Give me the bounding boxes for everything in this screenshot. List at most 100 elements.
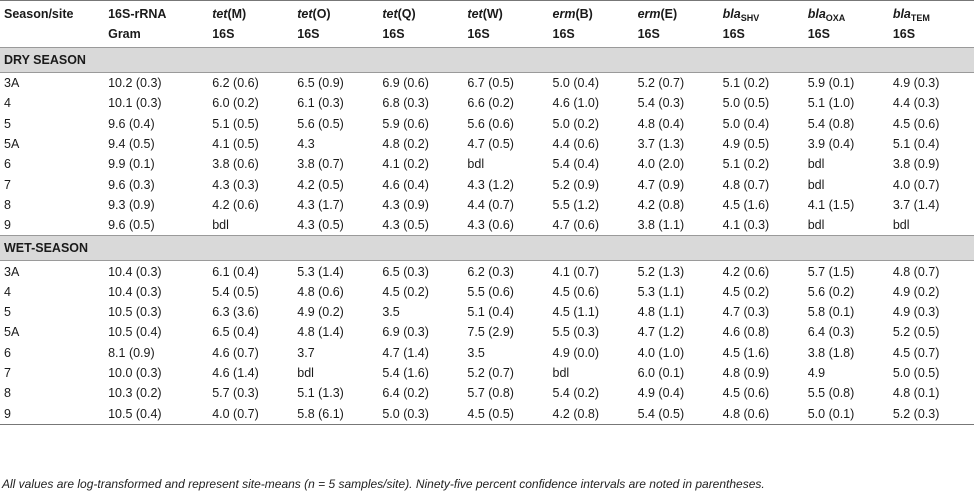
site-cell: 5A	[4, 137, 20, 152]
value-cell: 3.8 (0.6)	[212, 157, 259, 172]
value-cell: 5.0 (0.4)	[722, 116, 770, 131]
value-cell: 5.0 (0.4)	[552, 76, 600, 91]
value-cell: 6.3 (3.6)	[212, 305, 259, 320]
value-cell: bdl	[892, 218, 910, 233]
value-cell: 4.0 (0.7)	[892, 177, 940, 192]
value-cell: 5.2 (0.7)	[467, 366, 514, 380]
value-cell: 5.5 (0.8)	[807, 386, 855, 401]
value-cell: 5.7 (0.8)	[467, 386, 514, 401]
value-cell: 4.2 (0.8)	[548, 403, 634, 425]
site-cell: 5A	[4, 325, 20, 340]
value-cell: 3.8 (1.8)	[807, 345, 855, 360]
value-cell: 4.8 (0.7)	[722, 177, 770, 192]
header-gene-2: tet(Q) 16S	[382, 7, 416, 41]
value-cell: 5.6 (0.6)	[467, 116, 514, 131]
value-cell: 8.1 (0.9)	[108, 345, 155, 360]
value-cell: 4.9 (0.4)	[637, 386, 685, 401]
value-cell: 4.0 (1.0)	[637, 345, 685, 360]
value-cell: 4.6 (1.4)	[212, 366, 259, 380]
header-gene-4: erm(B) 16S	[552, 7, 593, 41]
value-cell: 10.2 (0.3)	[108, 76, 162, 91]
value-cell: 4.3 (1.7)	[297, 197, 344, 212]
value-cell: 4.8 (0.2)	[382, 137, 429, 152]
value-cell: 5.4 (0.8)	[807, 116, 855, 131]
header-gene-6: blaSHV 16S	[722, 7, 760, 41]
section-header-row: WET-SEASON	[0, 235, 974, 262]
value-cell: 4.1 (0.2)	[382, 157, 429, 172]
value-cell: 5.8 (0.1)	[807, 305, 855, 320]
value-cell: 4.2 (0.6)	[212, 197, 259, 212]
value-cell: 4.2 (0.8)	[637, 197, 685, 212]
value-cell: 4.9 (0.2)	[892, 284, 940, 299]
value-cell: 4.3	[297, 137, 315, 152]
value-cell: 5.4 (0.2)	[552, 386, 600, 401]
value-cell: 4.2 (0.6)	[722, 264, 770, 279]
table-row: 6 8.1 (0.9) 4.6 (0.7) 3.7 4.7 (1.4) 3.5 4.9 (0…	[0, 343, 974, 363]
table-row: 5 9.6 (0.4) 5.1 (0.5) 5.6 (0.5) 5.9 (0.6) 5.6…	[0, 114, 974, 134]
value-cell: 4.3 (0.9)	[382, 197, 429, 212]
value-cell: 4.0 (2.0)	[637, 157, 685, 172]
site-cell: 4	[4, 96, 11, 111]
value-cell: 4.5 (1.1)	[552, 305, 600, 320]
value-cell: bdl	[807, 157, 825, 172]
value-cell: 4.6 (0.4)	[382, 177, 429, 192]
value-cell: 5.2 (0.7)	[637, 76, 685, 91]
value-cell: 5.0 (0.2)	[552, 116, 600, 131]
site-cell: 3A	[4, 264, 20, 279]
value-cell: 4.8 (0.6)	[297, 284, 344, 299]
value-cell: 4.1 (1.5)	[807, 197, 855, 212]
table-row: 3A 10.2 (0.3) 6.2 (0.6) 6.5 (0.9) 6.9 (0.6) 6…	[0, 73, 974, 94]
value-cell: 5.1 (0.2)	[722, 157, 770, 172]
value-cell: 5.0 (0.1)	[803, 403, 889, 425]
site-cell: 6	[4, 345, 11, 360]
value-cell: 5.0 (0.5)	[892, 366, 940, 380]
value-cell: bdl	[297, 366, 314, 380]
value-cell: 4.3 (0.3)	[212, 177, 259, 192]
value-cell: 6.2 (0.6)	[212, 76, 259, 91]
value-cell: 10.0 (0.3)	[108, 366, 162, 380]
value-cell: 5.2 (0.5)	[892, 325, 940, 340]
table-row: 7 10.0 (0.3) 4.6 (1.4) bdl 5.4 (1.6) 5.2 (0.7…	[0, 363, 974, 383]
value-cell: 6.7 (0.5)	[467, 76, 514, 91]
value-cell: 9.6 (0.4)	[108, 116, 155, 131]
value-cell: 5.7 (0.3)	[212, 386, 259, 401]
value-cell: 4.6 (0.8)	[722, 325, 770, 340]
value-cell: 4.5 (0.7)	[892, 345, 940, 360]
site-cell: 3A	[4, 76, 20, 91]
table-row: 4 10.4 (0.3) 5.4 (0.5) 4.8 (0.6) 4.5 (0.2) 5.…	[0, 282, 974, 302]
section-title: DRY SEASON	[0, 47, 974, 73]
value-cell: 6.5 (0.3)	[382, 264, 429, 279]
value-cell: 4.7 (0.5)	[467, 137, 514, 152]
header-gene-7: blaOXA 16S	[807, 7, 846, 41]
value-cell: 3.9 (0.4)	[807, 137, 855, 152]
table-row: 4 10.1 (0.3) 6.0 (0.2) 6.1 (0.3) 6.8 (0.3) 6.…	[0, 93, 974, 113]
value-cell: 4.9 (0.3)	[892, 305, 940, 320]
value-cell: 3.8 (0.9)	[892, 157, 940, 172]
value-cell: 6.1 (0.4)	[212, 264, 259, 279]
value-cell: 5.4 (1.6)	[382, 366, 429, 380]
value-cell: 4.5 (1.6)	[722, 197, 770, 212]
value-cell: 9.6 (0.5)	[108, 218, 155, 233]
value-cell: 4.0 (0.7)	[208, 403, 294, 425]
table-row: 8 10.3 (0.2) 5.7 (0.3) 5.1 (1.3) 6.4 (0.2) 5.…	[0, 383, 974, 403]
table-row: 9 10.5 (0.4) 4.0 (0.7) 5.8 (6.1) 5.0 (0.3) 4.…	[0, 403, 974, 425]
value-cell: 6.4 (0.2)	[382, 386, 429, 401]
table-row: 5A 10.5 (0.4) 6.5 (0.4) 4.8 (1.4) 6.9 (0.3) 7…	[0, 322, 974, 342]
value-cell: 4.8 (1.4)	[297, 325, 344, 340]
header-16s-rrna: 16S-rRNA Gram	[108, 7, 167, 41]
value-cell: 5.1 (1.0)	[807, 96, 855, 111]
table-row: 5 10.5 (0.3) 6.3 (3.6) 4.9 (0.2) 3.5 5.1 (0.4…	[0, 302, 974, 322]
table-row: 5A 9.4 (0.5) 4.1 (0.5) 4.3 4.8 (0.2) 4.7 (0.5…	[0, 134, 974, 154]
value-cell: 3.8 (0.7)	[297, 157, 344, 172]
site-cell: 4	[4, 284, 11, 299]
table-footnote: All values are log-transformed and repre…	[2, 477, 765, 491]
value-cell: 4.5 (0.6)	[892, 116, 940, 131]
value-cell: 3.5	[467, 345, 485, 360]
value-cell: 4.9	[807, 366, 826, 380]
value-cell: 6.5 (0.4)	[212, 325, 259, 340]
value-cell: 3.7 (1.3)	[637, 137, 685, 152]
value-cell: 3.5	[382, 305, 400, 320]
section-header-row: DRY SEASON	[0, 47, 974, 73]
site-cell: 5	[4, 116, 11, 131]
table-body: DRY SEASON 3A 10.2 (0.3) 6.2 (0.6) 6.5 (0.9)…	[0, 47, 974, 425]
